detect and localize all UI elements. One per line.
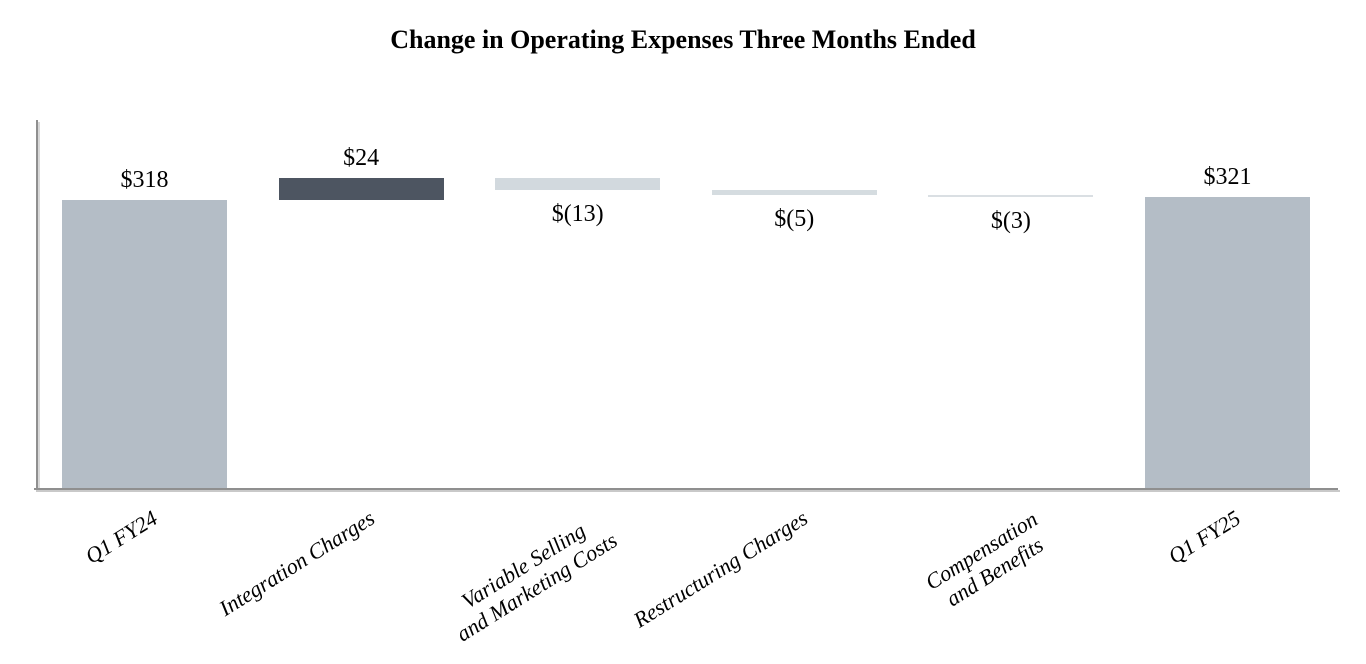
x-axis-category-label: Q1 FY25 [1164,505,1246,569]
x-axis-category-label: Integration Charges [214,505,379,621]
bar-value-label: $(13) [551,201,604,228]
bar-value-label: $(5) [774,205,815,232]
x-axis-line [34,488,1338,490]
waterfall-bar-segment [495,178,661,191]
x-axis-category-label: Compensation and Benefits [920,506,1048,611]
x-axis-category-label: Restructuring Charges [628,505,813,633]
x-axis-category-label: Variable Selling and Marketing Costs [451,517,622,647]
bar-value-label: $318 [120,167,169,193]
waterfall-bar-segment [62,200,227,488]
waterfall-bar-segment [928,194,1094,198]
y-axis-line [36,120,38,488]
waterfall-bar-segment [1145,197,1310,488]
waterfall-bar-segment [711,190,877,195]
chart-title: Change in Operating Expenses Three Month… [390,25,976,54]
bar-value-label: $24 [343,145,380,172]
x-axis-category-label: Q1 FY24 [81,505,163,569]
bar-value-label: $(3) [990,208,1031,235]
waterfall-bar-segment [278,178,444,200]
bar-value-label: $321 [1203,164,1252,191]
